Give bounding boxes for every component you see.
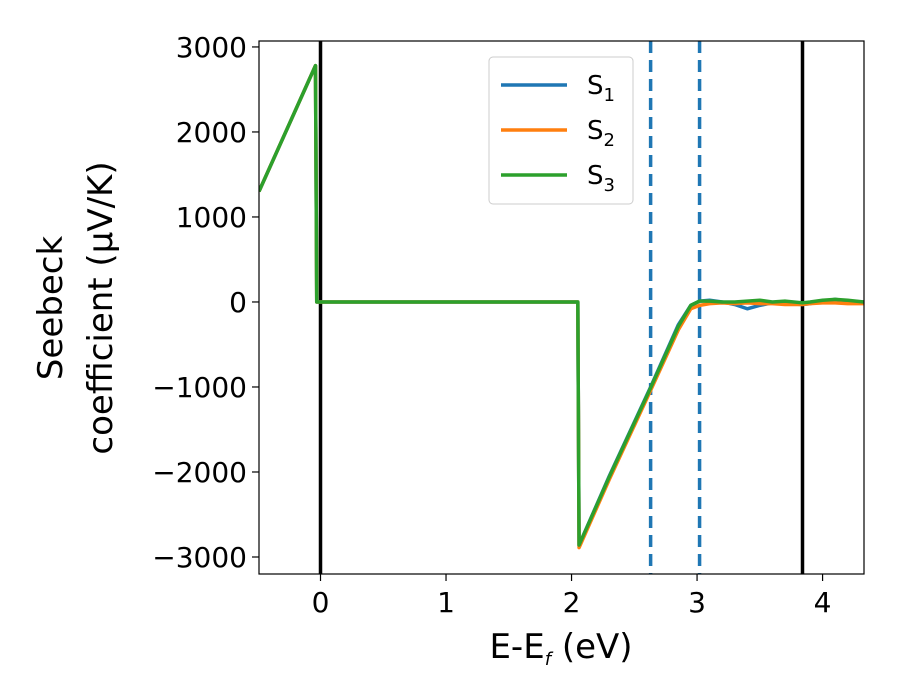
legend-label-s3: S3 [587, 161, 615, 196]
legend: S1 S2 S3 [488, 56, 634, 205]
y-axis-label-line1: Seebeck [31, 236, 71, 381]
x-tick-label: 3 [688, 586, 706, 619]
x-tick-label: 1 [437, 586, 455, 619]
legend-label-s2: S2 [587, 116, 615, 151]
y-tick-label: −3000 [152, 541, 247, 574]
y-tick-label: −2000 [152, 456, 247, 489]
y-axis-label-line2: coefficient (μV/K) [81, 161, 121, 454]
y-tick-label: −1000 [152, 371, 247, 404]
series-line-s3 [259, 63, 864, 547]
x-tick-label: 0 [312, 586, 330, 619]
x-tick-label: 2 [563, 586, 581, 619]
x-tick-label: 4 [814, 586, 832, 619]
legend-label-s1: S1 [587, 71, 615, 106]
y-tick-label: 2000 [176, 116, 247, 149]
x-axis-label: E-Ef (eV) [489, 627, 632, 670]
y-tick-label: 1000 [176, 201, 247, 234]
y-tick-label: 3000 [176, 31, 247, 64]
plot-frame [258, 40, 865, 575]
y-tick-label: 0 [229, 286, 247, 319]
